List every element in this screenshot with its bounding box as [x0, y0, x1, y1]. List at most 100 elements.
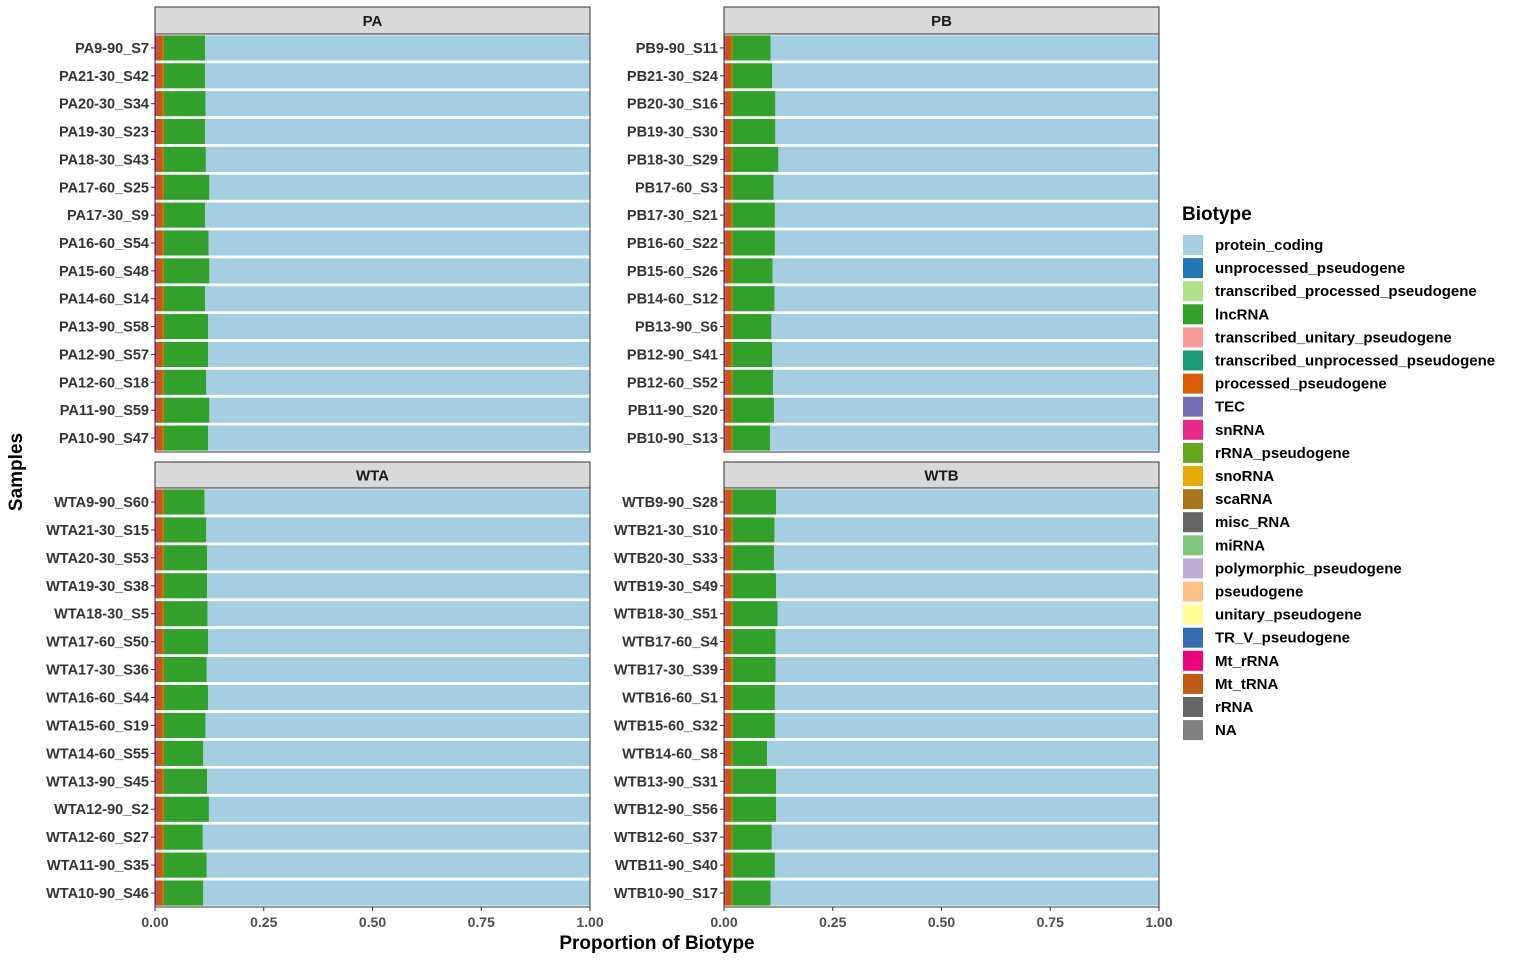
panel-border	[723, 33, 1160, 453]
panel-pa: PA PA9-90_S7 PA21-30_S42 PA20-30_S34 PA19-30…	[59, 6, 591, 453]
bar-segment-mt-trna	[725, 629, 731, 655]
bar-segment-mt-rrna	[155, 341, 157, 368]
bar-segment-mt-trna	[156, 397, 162, 423]
bar-segment-lncrna	[163, 118, 206, 145]
bar-segment-protein-coding	[208, 314, 590, 340]
bar-segment-lncrna	[163, 369, 207, 395]
bar-segment-protein-coding	[209, 174, 590, 200]
y-tick-label: PA17-30_S9	[67, 208, 149, 224]
y-tick-label: PB15-60_S26	[627, 264, 718, 280]
bar-segment-processed-pseudogene	[161, 601, 164, 627]
bar-segment-protein-coding	[205, 202, 590, 228]
legend-label: snRNA	[1215, 422, 1265, 439]
legend-label: unitary_pseudogene	[1215, 607, 1362, 624]
facet-strip-label: PA	[363, 13, 383, 30]
bar-segment-protein-coding	[202, 824, 590, 850]
bar-segment-lncrna	[163, 425, 209, 451]
bar-segment-processed-pseudogene	[161, 796, 164, 822]
bar-segment-mt-trna	[156, 489, 162, 515]
bar-segment-lncrna	[732, 118, 776, 145]
bar-segment-processed-pseudogene	[161, 425, 164, 451]
bar-segment-protein-coding	[775, 656, 1159, 683]
y-axis-title: Samples	[6, 433, 27, 511]
bar-segment-mt-trna	[725, 852, 731, 878]
y-tick-label: WTB12-90_S56	[614, 802, 718, 818]
y-tick-label: PA17-60_S25	[59, 180, 149, 196]
bar-segment-mt-rrna	[724, 656, 726, 683]
bar-segment-mt-trna	[156, 880, 162, 906]
bar-segment-processed-pseudogene	[730, 91, 733, 117]
y-tick-label: WTA17-30_S36	[46, 663, 149, 679]
y-tick-label: WTA18-30_S5	[54, 607, 149, 623]
bar-segment-processed-pseudogene	[161, 63, 164, 89]
bar-segment-mt-rrna	[724, 202, 726, 228]
bar-segment-mt-rrna	[724, 740, 726, 766]
bar-segment-lncrna	[163, 202, 206, 228]
bar-segment-lncrna	[163, 174, 210, 200]
bar-segment-mt-rrna	[724, 517, 726, 543]
bar-segment-mt-trna	[725, 174, 731, 200]
legend-key	[1183, 627, 1203, 648]
bar-segment-mt-trna	[156, 286, 162, 312]
bar-segment-lncrna	[732, 91, 776, 117]
bar-segment-lncrna	[732, 684, 775, 711]
bar-segment-mt-rrna	[724, 369, 726, 395]
bar-segment-mt-trna	[156, 118, 162, 145]
bar-segment-protein-coding	[774, 230, 1159, 256]
bar-segment-processed-pseudogene	[161, 740, 164, 766]
bar-segment-processed-pseudogene	[161, 517, 164, 543]
bar-segment-processed-pseudogene	[730, 684, 733, 711]
legend-key	[1183, 604, 1203, 625]
bar-segment-lncrna	[732, 341, 773, 368]
bar-segment-protein-coding	[776, 573, 1159, 599]
bar-segment-protein-coding	[205, 63, 590, 89]
bar-segment-lncrna	[732, 545, 775, 571]
x-tick-label: 0.25	[819, 914, 846, 930]
bar-segment-protein-coding	[777, 601, 1159, 627]
bar-segment-lncrna	[732, 146, 779, 172]
legend-label: rRNA	[1215, 699, 1254, 716]
bar-segment-lncrna	[732, 740, 768, 766]
bar-segment-lncrna	[163, 712, 206, 739]
bar-segment-protein-coding	[775, 629, 1159, 655]
bar-segment-protein-coding	[206, 517, 590, 543]
bar-segment-protein-coding	[208, 230, 590, 256]
bar-segment-mt-rrna	[724, 91, 726, 117]
bar-segment-mt-trna	[725, 768, 731, 794]
legend-label: unprocessed_pseudogene	[1215, 260, 1405, 277]
bar-segment-protein-coding	[204, 489, 590, 515]
bar-segment-mt-trna	[156, 202, 162, 228]
bar-segment-lncrna	[163, 796, 209, 822]
bar-segment-protein-coding	[772, 258, 1159, 284]
bar-segment-protein-coding	[770, 425, 1159, 451]
bar-segment-lncrna	[732, 601, 778, 627]
legend-key	[1183, 489, 1203, 510]
bar-segment-protein-coding	[206, 369, 590, 395]
bar-segment-mt-rrna	[155, 63, 157, 89]
x-axis-title: Proportion of Biotype	[559, 933, 754, 954]
bar-segment-protein-coding	[206, 852, 590, 878]
legend-key	[1183, 281, 1203, 302]
legend-label: processed_pseudogene	[1215, 376, 1387, 393]
bar-segment-mt-trna	[725, 341, 731, 368]
bar-segment-mt-rrna	[724, 545, 726, 571]
bar-segment-mt-trna	[156, 601, 162, 627]
bar-segment-mt-trna	[725, 397, 731, 423]
panel-border	[154, 33, 591, 453]
bar-segment-mt-rrna	[724, 314, 726, 340]
facet-strip	[723, 6, 1160, 35]
x-tick-label: 0.50	[928, 914, 955, 930]
bar-segment-protein-coding	[774, 517, 1159, 543]
y-tick-label: PA20-30_S34	[59, 97, 149, 113]
bar-segment-mt-rrna	[724, 629, 726, 655]
bar-segment-mt-trna	[725, 517, 731, 543]
y-tick-label: WTA12-60_S27	[46, 830, 149, 846]
bar-segment-mt-trna	[725, 573, 731, 599]
bar-segment-mt-trna	[156, 341, 162, 368]
y-tick-label: PA16-60_S54	[59, 236, 149, 252]
bar-segment-mt-rrna	[155, 629, 157, 655]
bar-segment-lncrna	[732, 573, 777, 599]
bar-segment-mt-trna	[725, 91, 731, 117]
bar-segment-protein-coding	[208, 684, 590, 711]
y-tick-label: PA9-90_S7	[75, 41, 149, 57]
